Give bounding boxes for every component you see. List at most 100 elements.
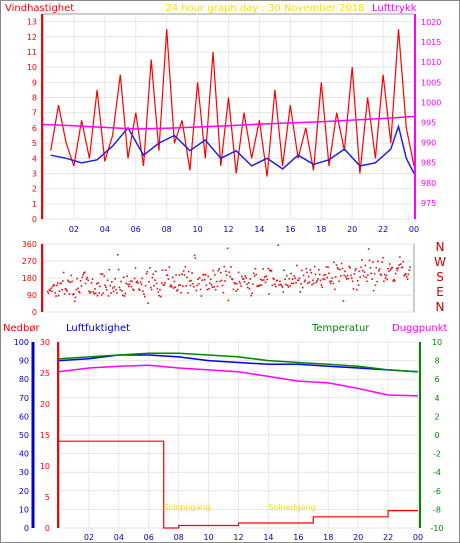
- direction-point: [314, 273, 317, 276]
- rain-tick-label: 20: [40, 400, 50, 409]
- direction-point: [354, 269, 356, 272]
- direction-point: [105, 288, 108, 291]
- direction-point: [325, 266, 328, 268]
- direction-point: [169, 285, 171, 288]
- direction-point: [176, 288, 179, 291]
- temperature-tick-label: -8: [433, 505, 441, 514]
- direction-point: [159, 288, 161, 291]
- direction-point: [125, 282, 128, 285]
- direction-point: [87, 279, 89, 282]
- direction-point: [231, 278, 233, 280]
- direction-point: [209, 278, 212, 281]
- direction-point: [277, 244, 280, 247]
- direction-point: [97, 282, 100, 284]
- wind-speed-tick-label: 11: [27, 48, 37, 57]
- direction-point: [406, 278, 409, 280]
- direction-point: [181, 273, 183, 276]
- direction-point: [54, 292, 57, 294]
- direction-point: [284, 278, 286, 281]
- humidity-tick-label: 40: [19, 450, 29, 459]
- time-tick-label: 10: [203, 533, 213, 542]
- humidity-tick-label: 50: [19, 431, 29, 440]
- humidity-tick-label: 0: [24, 524, 29, 533]
- direction-point: [199, 288, 202, 291]
- direction-point: [327, 266, 329, 269]
- direction-point: [191, 272, 193, 274]
- direction-point: [183, 274, 186, 276]
- direction-point: [376, 280, 378, 283]
- direction-point: [280, 284, 283, 287]
- direction-point: [112, 290, 115, 293]
- direction-point: [356, 288, 358, 291]
- direction-point: [317, 278, 319, 280]
- direction-point: [66, 290, 68, 292]
- sunset-label: Solnedgang: [268, 503, 315, 512]
- direction-point: [56, 284, 58, 287]
- direction-point: [301, 286, 304, 289]
- direction-point: [236, 282, 238, 285]
- direction-tick-label: 0: [32, 308, 37, 317]
- direction-point: [273, 278, 275, 281]
- direction-point: [355, 267, 357, 270]
- direction-point: [342, 300, 345, 302]
- direction-point: [288, 278, 291, 280]
- direction-point: [389, 268, 392, 271]
- direction-point: [401, 266, 404, 269]
- direction-point: [287, 286, 290, 288]
- direction-point: [368, 259, 371, 262]
- time-tick-label: 08: [162, 225, 172, 234]
- direction-point: [290, 282, 293, 285]
- pressure-tick-label: 975: [421, 199, 436, 208]
- direction-point: [399, 256, 401, 258]
- direction-point: [136, 280, 138, 283]
- direction-point: [152, 273, 155, 276]
- direction-point: [387, 267, 389, 270]
- direction-point: [122, 294, 124, 297]
- direction-point: [388, 263, 391, 265]
- pressure-line: [42, 115, 415, 130]
- direction-point: [351, 280, 354, 283]
- direction-point: [119, 288, 122, 291]
- direction-point: [361, 269, 364, 272]
- direction-point: [337, 268, 340, 270]
- direction-point: [247, 281, 250, 284]
- direction-point: [171, 276, 174, 279]
- direction-tick-label: 270: [22, 257, 37, 266]
- wind-speed-tick-label: 7: [32, 109, 37, 118]
- time-tick-label: 14: [254, 225, 264, 234]
- temperature-tick-label: 0: [434, 431, 439, 440]
- direction-point: [316, 280, 318, 282]
- direction-point: [138, 289, 141, 291]
- compass-label: S: [436, 270, 444, 284]
- direction-point: [238, 280, 241, 283]
- direction-point: [207, 275, 209, 278]
- direction-point: [217, 269, 220, 272]
- graph-date-title: 24 hour graph day : 30 November 2018: [165, 3, 364, 14]
- direction-point: [350, 274, 352, 277]
- direction-point: [184, 265, 187, 268]
- direction-point: [272, 277, 275, 280]
- direction-point: [321, 286, 324, 289]
- direction-point: [233, 281, 236, 284]
- direction-point: [360, 266, 362, 268]
- direction-point: [137, 282, 139, 284]
- direction-point: [281, 286, 284, 288]
- direction-point: [109, 284, 111, 287]
- direction-point: [62, 280, 64, 282]
- time-tick-label: 22: [383, 533, 393, 542]
- wind-speed-tick-label: 6: [32, 124, 37, 133]
- direction-point: [223, 265, 226, 268]
- direction-point: [348, 265, 351, 268]
- time-tick-label: 08: [174, 533, 184, 542]
- direction-point: [405, 273, 407, 275]
- direction-point: [397, 267, 400, 269]
- temperature-tick-label: -4: [433, 468, 441, 477]
- direction-point: [302, 274, 305, 277]
- direction-point: [114, 278, 117, 280]
- direction-point: [80, 285, 83, 287]
- direction-point: [407, 273, 410, 276]
- direction-point: [206, 288, 209, 291]
- time-tick-label: 06: [144, 533, 154, 542]
- wind-speed-tick-label: 9: [32, 78, 37, 87]
- direction-point: [278, 284, 280, 286]
